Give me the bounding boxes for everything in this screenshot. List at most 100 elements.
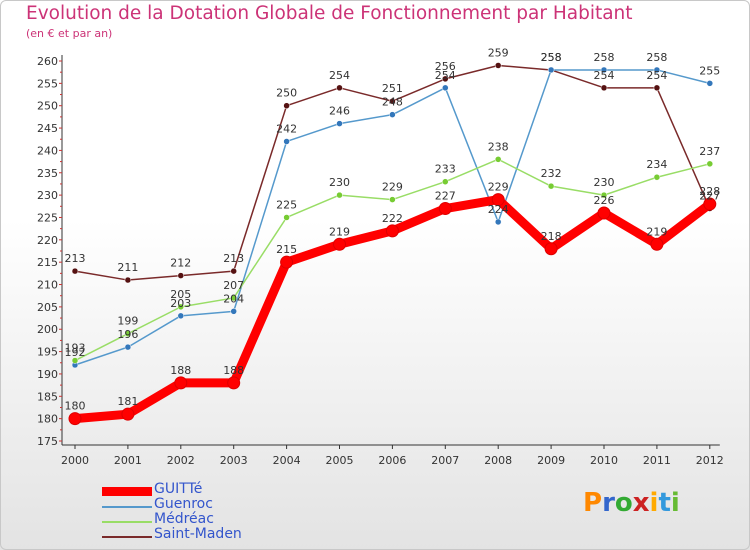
legend-swatch [102, 521, 152, 523]
series-point-0 [491, 193, 505, 207]
y-tick-label: 205 [37, 301, 58, 314]
legend-swatch [102, 506, 152, 508]
data-label-1: 258 [646, 51, 667, 64]
data-label-0: 180 [65, 400, 86, 413]
data-label-0: 188 [170, 364, 191, 377]
data-label-3: 258 [541, 51, 562, 64]
x-tick-label: 2008 [484, 454, 512, 467]
data-label-2: 237 [699, 145, 720, 158]
series-point-1 [283, 138, 290, 145]
y-tick-label: 185 [37, 390, 58, 403]
series-point-3 [442, 75, 449, 83]
series-point-3 [653, 84, 661, 92]
x-tick-label: 2003 [220, 454, 248, 467]
y-tick-label: 215 [37, 256, 58, 269]
x-tick-label: 2005 [326, 454, 354, 467]
data-label-3: 254 [646, 69, 667, 82]
x-tick-label: 2009 [537, 454, 565, 467]
series-point-0 [703, 197, 717, 211]
chart-title: Evolution de la Dotation Globale de Fonc… [26, 3, 633, 24]
series-point-1 [653, 66, 661, 74]
data-label-1: 224 [488, 203, 509, 216]
series-point-3 [336, 84, 343, 92]
series-point-0 [121, 407, 135, 421]
data-label-0: 218 [541, 230, 562, 243]
series-point-0 [438, 202, 452, 216]
x-tick-label: 2010 [590, 454, 618, 467]
data-label-1: 192 [65, 346, 86, 359]
data-label-0: 226 [594, 194, 615, 207]
legend-label: Médréac [154, 511, 214, 527]
series-point-2 [124, 330, 132, 337]
data-label-3: 211 [117, 261, 138, 274]
data-label-1: 258 [541, 51, 562, 64]
x-tick-label: 2004 [273, 454, 301, 467]
series-point-1 [177, 312, 185, 320]
series-point-3 [177, 272, 185, 279]
series-point-2 [336, 191, 343, 199]
logo-letter: P [583, 488, 603, 518]
y-tick-label: 255 [37, 77, 58, 90]
logo-letter: i [670, 488, 680, 518]
data-label-1: 246 [329, 105, 350, 118]
data-label-0: 228 [699, 185, 720, 198]
series-point-1 [494, 218, 502, 226]
series-point-1 [442, 84, 449, 92]
series-point-1 [230, 308, 237, 315]
data-label-2: 199 [117, 315, 138, 328]
data-label-3: 213 [65, 252, 86, 265]
data-label-3: 256 [435, 60, 456, 73]
line-chart: 175 180 185 190 195 200 205 210 215 220 225 230 235 2… [37, 46, 724, 467]
data-label-0: 219 [646, 225, 667, 238]
data-label-0: 188 [223, 364, 244, 377]
x-tick-label: 2011 [643, 454, 671, 467]
y-tick-label: 235 [37, 167, 58, 180]
series-point-2 [71, 357, 79, 364]
series-point-1 [706, 80, 714, 87]
x-tick-label: 2001 [114, 454, 142, 467]
series-point-3 [230, 267, 237, 275]
logo-letter: r [602, 488, 615, 518]
series-point-3 [494, 62, 502, 69]
legend-label: GUITTé [154, 481, 203, 497]
series-point-2 [442, 178, 449, 185]
data-label-3: 254 [594, 69, 615, 82]
series-point-1 [389, 111, 396, 118]
legend-label: Guenroc [154, 496, 213, 512]
data-label-2: 230 [594, 176, 615, 189]
series-point-0 [597, 206, 611, 220]
series-point-2 [389, 196, 396, 203]
series-point-2 [230, 294, 237, 302]
series-point-2 [706, 160, 714, 168]
series-point-1 [547, 66, 555, 74]
data-label-3: 259 [488, 46, 509, 59]
data-label-2: 233 [435, 163, 456, 176]
series-point-3 [283, 102, 290, 109]
series-point-1 [124, 343, 132, 351]
logo-letter: i [649, 488, 659, 518]
x-tick-label: 2002 [167, 454, 195, 467]
data-label-1: 204 [223, 292, 244, 305]
series-point-3 [600, 84, 608, 92]
data-label-2: 225 [276, 198, 297, 211]
data-label-0: 222 [382, 212, 403, 225]
chart-subtitle: (en € et par an) [26, 27, 113, 40]
series-point-0 [544, 242, 558, 256]
data-label-2: 234 [646, 158, 667, 171]
data-label-1: 254 [435, 69, 456, 82]
series-point-0 [68, 412, 82, 426]
x-tick-label: 2006 [378, 454, 406, 467]
data-label-2: 207 [223, 279, 244, 292]
y-tick-label: 175 [37, 435, 58, 448]
y-tick-label: 190 [37, 368, 58, 381]
logo-letter: o [614, 488, 633, 518]
data-label-1: 258 [594, 51, 615, 64]
series-point-0 [650, 237, 664, 251]
x-tick-label: 2012 [696, 454, 724, 467]
data-label-1: 196 [117, 328, 138, 341]
series-point-2 [600, 191, 608, 199]
series-point-0 [333, 237, 346, 251]
series-point-2 [177, 303, 185, 311]
series-point-3 [389, 97, 396, 105]
y-tick-label: 245 [37, 122, 58, 135]
